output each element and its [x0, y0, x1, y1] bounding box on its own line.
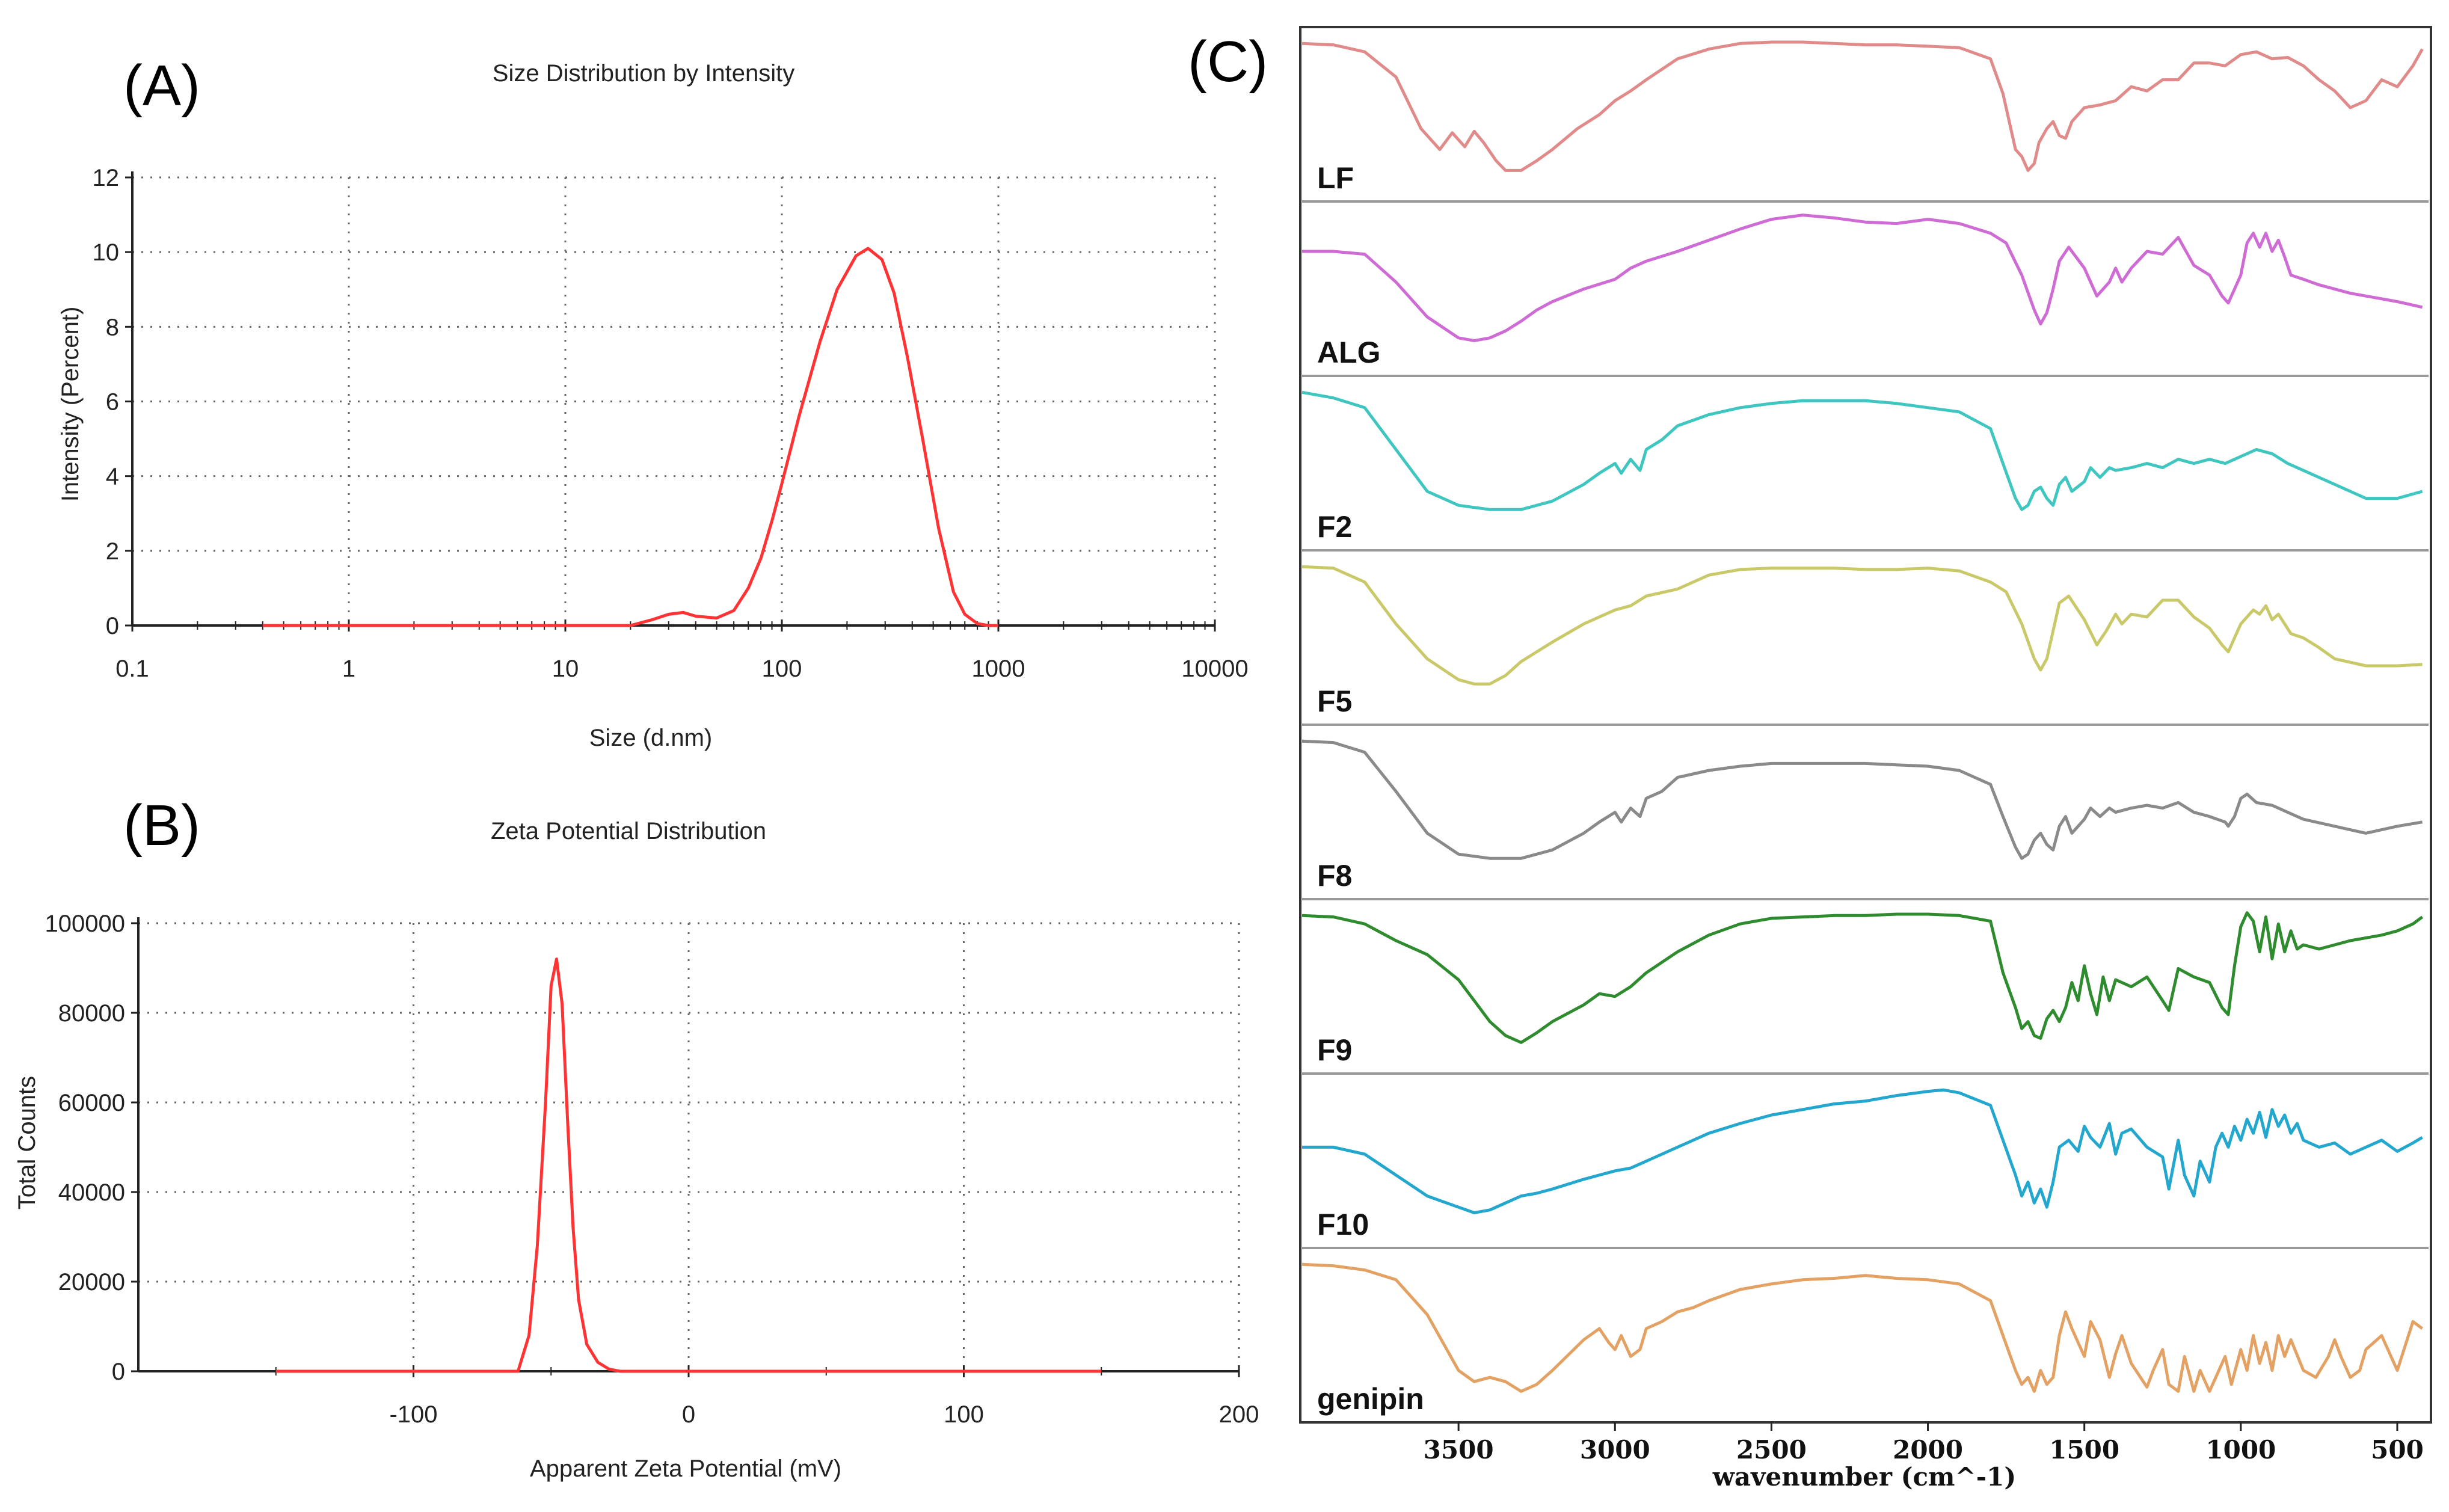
panel-label-c: (C) — [1188, 29, 1268, 94]
size-chart-xlabel: Size (d.nm) — [589, 725, 713, 751]
series-line — [275, 957, 1102, 1373]
y-tick-label: 100000 — [45, 911, 125, 937]
y-tick-label: 80000 — [58, 1000, 125, 1027]
ftir-spectrum-f8: F8 — [1301, 724, 2429, 893]
ftir-x-tick-label: 1000 — [2205, 1435, 2276, 1464]
ftir-x-tick-label: 500 — [2371, 1435, 2424, 1464]
y-tick-label: 6 — [106, 389, 119, 416]
y-tick-label: 0 — [112, 1359, 125, 1385]
ftir-spectrum-label: genipin — [1317, 1382, 1424, 1416]
x-tick-label: 1000 — [972, 656, 1025, 682]
x-tick-label: 10 — [552, 656, 579, 682]
zeta-chart-xlabel: Apparent Zeta Potential (mV) — [530, 1455, 841, 1482]
y-tick-label: 40000 — [58, 1179, 125, 1206]
panel-label-a: (A) — [123, 54, 200, 118]
ftir-plot-frame — [1299, 26, 2432, 1424]
panel-label-b: (B) — [123, 793, 200, 858]
x-tick-label: 0 — [682, 1401, 695, 1428]
y-tick-label: 8 — [106, 314, 119, 340]
ftir-x-tick-label: 3500 — [1424, 1435, 1494, 1464]
x-tick-label: 100 — [762, 656, 802, 682]
ftir-spectrum-line — [1302, 214, 2423, 342]
ftir-spectrum-f2: F2 — [1301, 375, 2429, 544]
ftir-spectrum-line — [1301, 390, 2423, 511]
size-chart-title: Size Distribution by Intensity — [493, 60, 794, 87]
y-tick-label: 60000 — [58, 1090, 125, 1116]
y-tick-label: 12 — [93, 165, 120, 191]
y-tick-label: 20000 — [58, 1269, 125, 1295]
zeta-chart-title: Zeta Potential Distribution — [491, 818, 766, 844]
ftir-spectrum-lf: LF — [1301, 40, 2424, 195]
ftir-spectrum-line — [1301, 40, 2424, 172]
y-tick-label: 10 — [93, 239, 120, 266]
x-tick-label: 200 — [1219, 1401, 1259, 1428]
series-line — [262, 247, 998, 627]
ftir-spectrum-line — [1302, 1088, 2423, 1214]
ftir-spectrum-f5: F5 — [1301, 549, 2429, 718]
ftir-spectrum-line — [1301, 739, 2423, 860]
ftir-spectrum-label: ALG — [1317, 336, 1381, 369]
ftir-spectrum-label: LF — [1317, 161, 1354, 195]
x-tick-label: 0.1 — [115, 656, 149, 682]
x-tick-label: 10000 — [1181, 656, 1248, 682]
y-tick-label: 0 — [106, 613, 119, 639]
ftir-spectrum-label: F5 — [1317, 684, 1352, 718]
ftir-spectrum-label: F10 — [1317, 1208, 1369, 1241]
ftir-x-tick-label: 3000 — [1580, 1435, 1650, 1464]
y-tick-label: 2 — [106, 538, 119, 565]
ftir-spectrum-label: F2 — [1317, 510, 1352, 544]
zeta-potential-chart: Zeta Potential Distribution Apparent Zet… — [14, 818, 1259, 1482]
ftir-spectrum-alg: ALG — [1302, 200, 2429, 369]
ftir-spectrum-genipin: genipin — [1301, 1247, 2429, 1416]
ftir-spectrum-line — [1301, 565, 2423, 686]
ftir-xlabel: wavenumber (cm^-1) — [1712, 1462, 2016, 1492]
ftir-spectrum-label: F8 — [1317, 859, 1352, 893]
x-tick-label: 100 — [944, 1401, 984, 1428]
ftir-spectrum-f10: F10 — [1302, 1072, 2429, 1241]
size-chart-ylabel: Intensity (Percent) — [57, 307, 84, 502]
ftir-spectrum-line — [1301, 911, 2424, 1044]
x-tick-label: 1 — [342, 656, 355, 682]
ftir-spectrum-line — [1301, 1262, 2424, 1393]
ftir-x-tick-label: 2500 — [1736, 1435, 1807, 1464]
ftir-x-tick-label: 1500 — [2049, 1435, 2119, 1464]
size-distribution-chart: Size Distribution by Intensity Size (d.n… — [57, 60, 1249, 751]
zeta-chart-ylabel: Total Counts — [14, 1076, 40, 1209]
ftir-x-tick-label: 2000 — [1893, 1435, 1963, 1464]
ftir-spectrum-label: F9 — [1317, 1033, 1352, 1067]
ftir-spectra-chart: LF ALG F2 F5 F8 F9 F10 genipin 3500 3000 2500 2000… — [1299, 26, 2432, 1492]
x-tick-label: -100 — [389, 1401, 437, 1428]
ftir-spectrum-f9: F9 — [1301, 898, 2429, 1067]
y-tick-label: 4 — [106, 464, 119, 490]
